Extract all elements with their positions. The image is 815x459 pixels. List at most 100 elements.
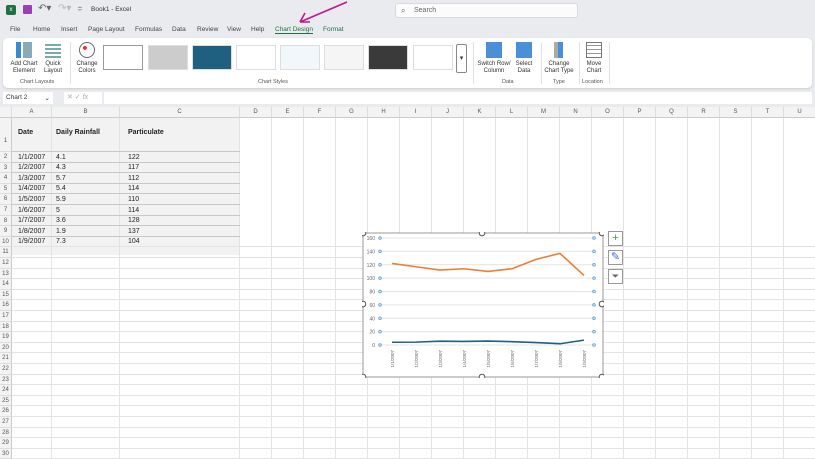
table-cell[interactable]: 112 bbox=[128, 174, 140, 182]
chart-styles-brush-icon[interactable]: ✎ bbox=[608, 250, 623, 265]
chart-style-7[interactable] bbox=[368, 45, 408, 70]
select-data-button[interactable]: Select Data bbox=[514, 42, 534, 75]
column-header[interactable]: I bbox=[400, 107, 432, 118]
change-colors-button[interactable]: Change Colors bbox=[73, 42, 101, 75]
table-cell[interactable]: 1/7/2007 bbox=[18, 217, 46, 225]
line-chart[interactable]: 0 20 40 60 80 100 120 140 160 1/1/2007 1/2/2007 1/3… bbox=[362, 232, 604, 378]
table-cell[interactable]: 1/2/2007 bbox=[18, 164, 46, 172]
chart-style-5[interactable] bbox=[280, 45, 320, 70]
tab-help[interactable]: Help bbox=[251, 26, 265, 33]
table-cell[interactable]: 1/6/2007 bbox=[18, 206, 46, 214]
tab-review[interactable]: Review bbox=[197, 26, 219, 33]
row-header[interactable]: 7 bbox=[0, 205, 12, 216]
row-header[interactable]: 22 bbox=[0, 364, 12, 375]
column-header[interactable]: A bbox=[12, 107, 52, 118]
row-header[interactable]: 19 bbox=[0, 332, 12, 343]
row-header[interactable]: 21 bbox=[0, 353, 12, 364]
table-cell[interactable]: 4.1 bbox=[56, 153, 66, 161]
row-header[interactable]: 11 bbox=[0, 247, 12, 258]
tab-chart-design[interactable]: Chart Design bbox=[275, 26, 313, 34]
row-header[interactable]: 24 bbox=[0, 385, 12, 396]
row-header[interactable]: 12 bbox=[0, 258, 12, 269]
column-header[interactable]: T bbox=[752, 107, 784, 118]
row-header[interactable]: 27 bbox=[0, 417, 12, 428]
chart-style-8[interactable] bbox=[413, 45, 453, 70]
tab-home[interactable]: Home bbox=[33, 26, 51, 33]
table-cell[interactable]: 110 bbox=[128, 195, 140, 203]
search-input[interactable]: ⌕ Search bbox=[395, 3, 578, 18]
table-cell[interactable]: 5.9 bbox=[56, 195, 66, 203]
column-header[interactable]: R bbox=[688, 107, 720, 118]
chart-elements-plus-icon[interactable]: + bbox=[608, 231, 623, 246]
row-header[interactable]: 23 bbox=[0, 374, 12, 386]
row-header[interactable]: 17 bbox=[0, 311, 12, 322]
column-header[interactable]: O bbox=[592, 107, 624, 118]
table-cell[interactable]: 1/5/2007 bbox=[18, 195, 46, 203]
add-chart-element-button[interactable]: Add Chart Element bbox=[7, 42, 41, 75]
column-header[interactable]: G bbox=[336, 107, 368, 118]
tab-view[interactable]: View bbox=[227, 26, 241, 33]
column-header[interactable]: D bbox=[240, 107, 272, 118]
table-cell[interactable]: 122 bbox=[128, 153, 140, 161]
chart-style-1[interactable] bbox=[103, 45, 143, 70]
column-header[interactable]: P bbox=[624, 107, 656, 118]
column-header[interactable]: J bbox=[432, 107, 464, 118]
table-cell[interactable]: 137 bbox=[128, 227, 140, 235]
row-header[interactable]: 15 bbox=[0, 289, 12, 301]
column-header[interactable]: Q bbox=[656, 107, 688, 118]
table-cell[interactable]: 3.6 bbox=[56, 217, 66, 225]
row-header[interactable]: 4 bbox=[0, 173, 12, 184]
redo-icon[interactable]: ↷▾ bbox=[58, 3, 72, 14]
table-cell[interactable]: 7.3 bbox=[56, 238, 66, 246]
table-cell[interactable]: 128 bbox=[128, 217, 140, 225]
chart-style-3[interactable] bbox=[192, 45, 232, 70]
column-header[interactable]: E bbox=[272, 107, 304, 118]
table-cell[interactable]: 1/8/2007 bbox=[18, 227, 46, 235]
move-chart-button[interactable]: Move Chart bbox=[581, 42, 607, 75]
undo-icon[interactable]: ↶▾ bbox=[38, 3, 52, 14]
row-header[interactable]: 25 bbox=[0, 395, 12, 407]
table-cell[interactable]: 1/4/2007 bbox=[18, 185, 46, 193]
tab-formulas[interactable]: Formulas bbox=[135, 26, 163, 33]
column-header[interactable]: K bbox=[464, 107, 496, 118]
table-cell[interactable]: 4.3 bbox=[56, 164, 66, 172]
chart-style-2[interactable] bbox=[148, 45, 188, 70]
column-header[interactable]: B bbox=[52, 107, 120, 118]
column-header[interactable]: U bbox=[784, 107, 815, 118]
save-icon[interactable] bbox=[23, 5, 32, 14]
row-header[interactable]: 28 bbox=[0, 427, 12, 439]
row-header[interactable]: 20 bbox=[0, 342, 12, 354]
row-header[interactable]: 13 bbox=[0, 268, 12, 280]
table-cell[interactable]: 1.9 bbox=[56, 227, 66, 235]
row-header[interactable]: 14 bbox=[0, 279, 12, 290]
row-header[interactable]: 3 bbox=[0, 162, 12, 174]
table-cell[interactable]: 114 bbox=[128, 206, 140, 214]
table-cell[interactable]: 5.4 bbox=[56, 185, 66, 193]
tab-data[interactable]: Data bbox=[172, 26, 186, 33]
table-cell[interactable]: 114 bbox=[128, 185, 140, 193]
tab-page-layout[interactable]: Page Layout bbox=[88, 26, 125, 33]
change-chart-type-button[interactable]: Change Chart Type bbox=[543, 42, 575, 75]
column-header[interactable]: H bbox=[368, 107, 400, 118]
switch-row-column-button[interactable]: Switch Row/ Column bbox=[476, 42, 512, 75]
row-header[interactable]: 10 bbox=[0, 236, 12, 248]
column-header[interactable]: F bbox=[304, 107, 336, 118]
table-cell[interactable]: 104 bbox=[128, 238, 140, 246]
table-cell[interactable]: 117 bbox=[128, 164, 140, 172]
chart-style-4[interactable] bbox=[236, 45, 276, 70]
select-all[interactable] bbox=[0, 107, 12, 118]
row-header[interactable]: 29 bbox=[0, 438, 12, 449]
row-header[interactable]: 26 bbox=[0, 406, 12, 417]
column-header[interactable]: L bbox=[496, 107, 528, 118]
column-header[interactable]: M bbox=[528, 107, 560, 118]
table-cell[interactable]: 1/9/2007 bbox=[18, 238, 46, 246]
name-box[interactable]: Chart 2 ⌄ bbox=[3, 92, 53, 104]
column-header[interactable]: C bbox=[120, 107, 240, 118]
row-header[interactable]: 2 bbox=[0, 152, 12, 163]
quick-layout-button[interactable]: Quick Layout bbox=[41, 42, 65, 75]
table-cell[interactable]: 1/1/2007 bbox=[18, 153, 46, 161]
spreadsheet-grid[interactable]: A B C D E F G H I J K L M N O P Q R S T U 1 2 3 4 5 6 7 8 9 10 11 12 13 14… bbox=[0, 107, 815, 459]
customize-qat-icon[interactable]: ≑ bbox=[77, 6, 83, 13]
row-header[interactable]: 18 bbox=[0, 321, 12, 333]
row-header[interactable]: 6 bbox=[0, 194, 12, 205]
